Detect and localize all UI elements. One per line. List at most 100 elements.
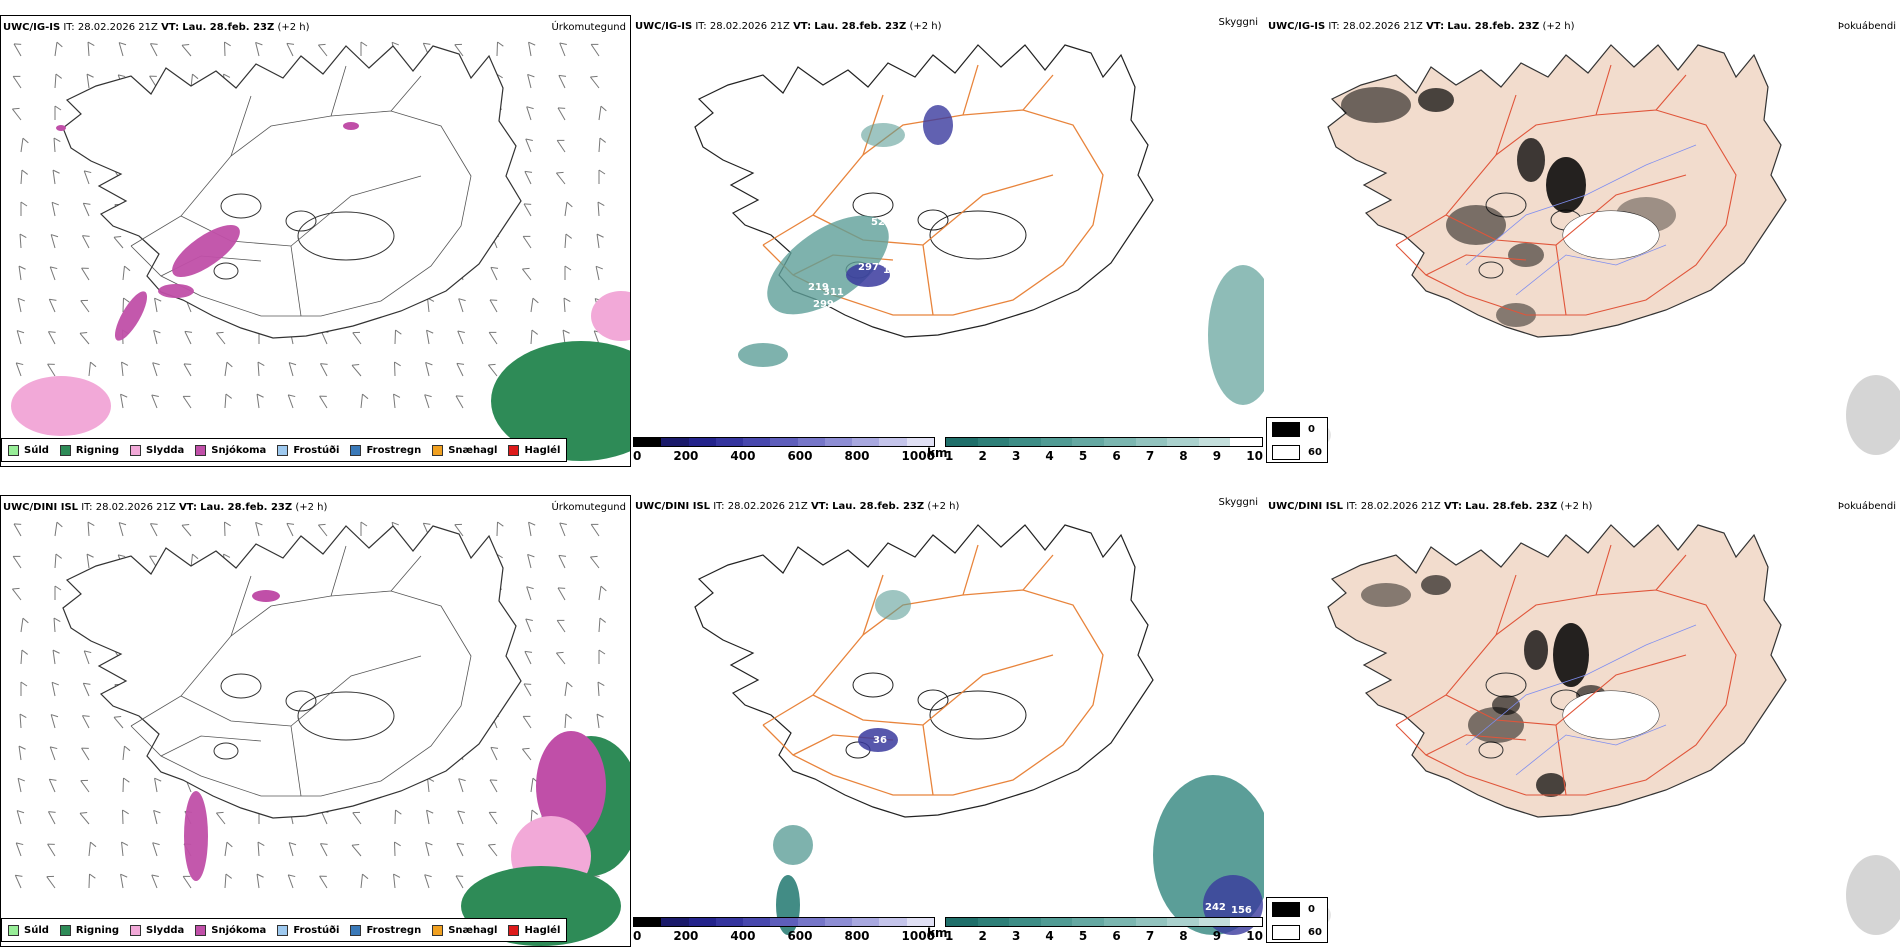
fog-area <box>1418 88 1454 112</box>
wind-barb-shaft <box>152 362 158 377</box>
fog-area <box>1341 87 1411 123</box>
legend-label: Rigning <box>75 444 120 456</box>
wind-barb-shaft <box>487 364 498 377</box>
wind-barb <box>558 554 567 569</box>
wind-barb-flag <box>226 841 233 848</box>
wind-barb-flag <box>50 234 59 238</box>
legend-label: Snjókoma <box>211 924 267 936</box>
wind-barb <box>523 683 532 697</box>
wind-barb-shaft <box>527 554 532 569</box>
wind-barb <box>215 811 226 825</box>
colorbar-unit: km <box>927 926 948 940</box>
glacier-outline <box>213 742 239 760</box>
wind-barb-shaft <box>393 394 396 409</box>
wind-barb-flag <box>20 201 28 207</box>
wind-barb <box>82 202 91 217</box>
snow-area <box>158 284 194 298</box>
fog-area <box>1421 575 1451 595</box>
wind-barb-shaft <box>521 748 532 761</box>
wind-barb-shaft <box>487 844 498 857</box>
fog-legend-swatch <box>1272 902 1300 917</box>
wind-barb-flag <box>225 873 232 879</box>
wind-barb-flag <box>454 523 462 526</box>
wind-barb <box>526 106 534 121</box>
precip-type-panel: UWC/IG-IS IT: 28.02.2026 21Z VT: Lau. 28… <box>0 15 631 467</box>
wind-barb-shaft <box>81 715 90 729</box>
colorbar-tick: 8 <box>1179 449 1188 463</box>
iceland-outline <box>62 45 522 339</box>
wind-barb <box>224 521 231 537</box>
legend-swatch <box>277 444 289 456</box>
wind-barb <box>53 137 61 153</box>
wind-barb <box>183 363 192 377</box>
wind-barb <box>54 105 62 120</box>
wind-barb-flag <box>456 362 465 365</box>
wind-barb <box>257 841 265 857</box>
wind-barb-flag <box>423 522 431 525</box>
wind-barb-shaft <box>11 588 22 601</box>
wind-barb-flag <box>22 137 29 144</box>
wind-barb-flag <box>257 361 265 367</box>
fog-area <box>1496 303 1536 327</box>
wind-barb-shaft <box>558 555 566 569</box>
wind-barb <box>564 265 572 280</box>
wind-barb-shaft <box>596 234 600 249</box>
wind-barb <box>81 235 90 249</box>
sleet-area <box>591 291 630 341</box>
wind-barb-shaft <box>286 43 294 57</box>
wind-barb-flag <box>524 170 533 173</box>
vt-value: Lau. 28.feb. 23Z <box>814 21 907 32</box>
wind-barb <box>152 842 160 857</box>
no-fog-area <box>1563 211 1659 259</box>
wind-barb-shaft <box>53 137 56 153</box>
legend-item: Rigning <box>59 444 120 456</box>
wind-barb <box>496 521 504 537</box>
it-label: IT: <box>1346 501 1358 512</box>
wind-barb-flag <box>318 43 326 46</box>
wind-barb-shaft <box>183 363 192 377</box>
wind-barb <box>46 875 56 889</box>
wind-barb-flag <box>256 393 264 398</box>
wind-barb <box>524 650 533 665</box>
wind-barb <box>11 107 22 121</box>
wind-barb-flag <box>597 681 605 687</box>
wind-barb <box>83 650 92 665</box>
wind-barb-flag <box>320 843 328 845</box>
wind-barb-flag <box>423 42 431 45</box>
wind-barb-flag <box>455 395 464 397</box>
wind-barb <box>456 842 465 857</box>
colorbar-tick: 200 <box>673 929 699 943</box>
wind-barb <box>17 297 25 313</box>
wind-barb-flag <box>152 362 160 366</box>
wind-barb-shaft <box>556 620 566 633</box>
wind-barb <box>182 875 192 889</box>
colorbar-tick: 7 <box>1145 449 1155 463</box>
wind-barb-shaft <box>589 76 600 89</box>
wind-barb <box>457 330 465 345</box>
river-line <box>1465 144 1697 266</box>
colorbar-tick: 9 <box>1212 929 1222 943</box>
wind-barb-shaft <box>181 524 192 537</box>
vt-value: Lau. 28.feb. 23Z <box>1447 21 1540 32</box>
wind-barb <box>122 745 131 761</box>
wind-barb-shaft <box>83 650 90 665</box>
snow-area <box>172 224 240 278</box>
wind-barb-flag <box>53 137 61 143</box>
wind-barb-flag <box>124 745 131 752</box>
it-value: 28.02.2026 21Z <box>95 502 176 513</box>
wind-barb <box>360 393 369 409</box>
wind-barb <box>427 297 435 313</box>
wind-barb-shaft <box>19 713 22 729</box>
colorbar-tick: 0 <box>633 929 642 943</box>
wind-barb-flag <box>79 811 88 814</box>
wind-barb-flag <box>46 875 54 878</box>
wind-barb-shaft <box>590 44 600 57</box>
wind-barb <box>496 41 504 57</box>
wind-barb-flag <box>13 75 21 77</box>
wind-barb <box>224 41 231 57</box>
wind-barb-shaft <box>48 299 56 313</box>
wind-barb <box>14 874 23 889</box>
model-name: UWC/DINI ISL <box>3 502 79 513</box>
road-line <box>160 725 302 797</box>
